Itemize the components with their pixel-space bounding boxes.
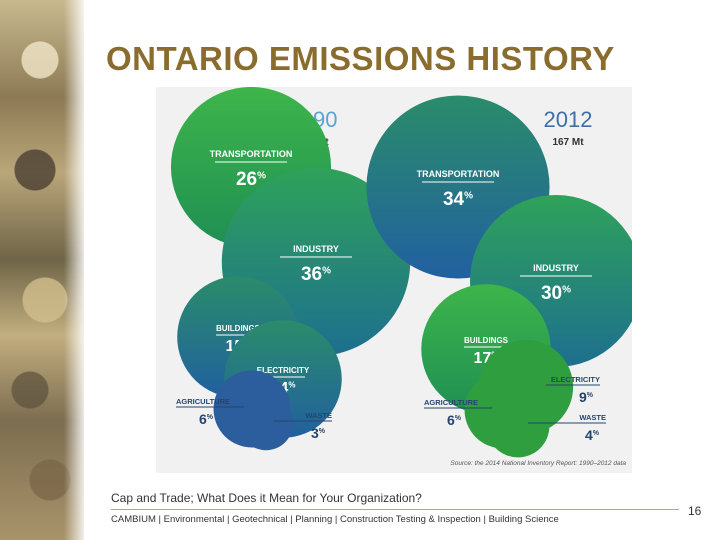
page-number: 16 [688, 504, 702, 518]
year-2012-waste-bubble [486, 394, 550, 458]
year-1990-agriculture-value: 6% [199, 411, 214, 427]
year-2012-total: 167 Mt [552, 137, 584, 148]
photo-strip-fade [64, 0, 84, 540]
year-2012-label: 2012 [544, 107, 593, 132]
footer-subtitle: Cap and Trade; What Does it Mean for You… [111, 491, 422, 505]
year-1990-waste-value: 3% [311, 425, 326, 441]
year-2012-electricity-value: 9% [579, 389, 594, 405]
year-2012-waste-value: 4% [585, 427, 600, 443]
year-1990-waste-name: WASTE [305, 411, 332, 420]
slide-title: ONTARIO EMISSIONS HISTORY [106, 40, 615, 77]
decorative-photo-strip [0, 0, 84, 540]
emissions-bubble-figure: 1990177 MtTRANSPORTATION26%INDUSTRY36%BU… [156, 87, 632, 473]
year-2012-agriculture-name: AGRICULTURE [424, 398, 478, 407]
year-1990-industry-name: INDUSTRY [293, 244, 339, 254]
year-1990-agriculture-name: AGRICULTURE [176, 397, 230, 406]
year-2012-waste-name: WASTE [579, 413, 606, 422]
footer-divider [111, 509, 679, 510]
year-1990-waste-bubble [238, 395, 294, 451]
year-2012-buildings-name: BUILDINGS [464, 336, 509, 345]
bubble-chart: 1990177 MtTRANSPORTATION26%INDUSTRY36%BU… [170, 87, 632, 467]
year-1990-electricity-name: ELECTRICITY [257, 366, 310, 375]
footer-company-line: CAMBIUM | Environmental | Geotechnical |… [111, 514, 559, 525]
year-2012-electricity-name: ELECTRICITY [551, 375, 600, 384]
year-2012-transportation-name: TRANSPORTATION [417, 169, 500, 179]
year-1990-transportation-name: TRANSPORTATION [210, 149, 293, 159]
year-2012-industry-name: INDUSTRY [533, 263, 579, 273]
figure-source: Source: the 2014 National Inventory Repo… [450, 460, 626, 467]
year-2012-agriculture-value: 6% [447, 412, 462, 428]
year-1990-buildings-name: BUILDINGS [216, 324, 261, 333]
